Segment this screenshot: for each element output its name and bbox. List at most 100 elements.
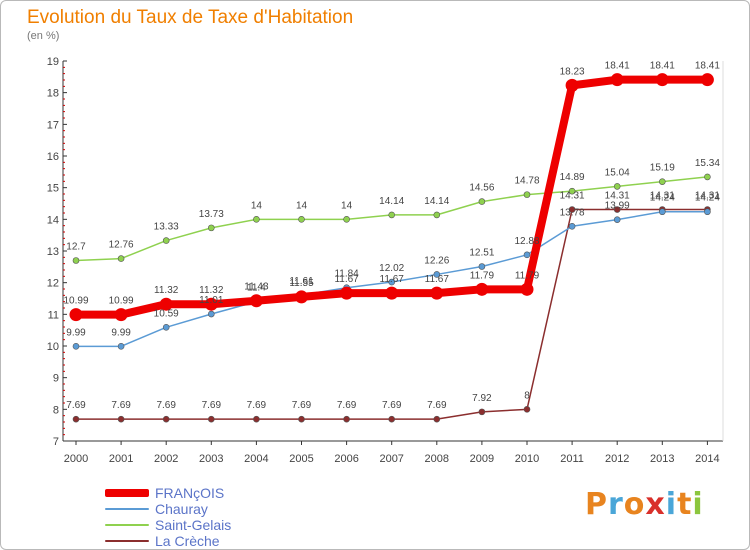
data-label: 11.84 bbox=[334, 269, 359, 280]
data-label: 14 bbox=[296, 200, 308, 211]
y-tick-label: 15 bbox=[47, 183, 59, 195]
data-label: 12.88 bbox=[514, 236, 539, 247]
data-label: 7.92 bbox=[472, 393, 492, 404]
data-label: 10.59 bbox=[154, 308, 179, 319]
data-label: 14.14 bbox=[379, 196, 404, 207]
logo-letter: o bbox=[623, 487, 646, 522]
x-tick-label: 2013 bbox=[650, 453, 674, 465]
legend-swatch bbox=[105, 489, 149, 497]
y-tick-label: 19 bbox=[47, 56, 59, 68]
data-label: 14.78 bbox=[514, 176, 539, 187]
data-point bbox=[475, 282, 489, 296]
data-label: 9.99 bbox=[66, 327, 86, 338]
logo-letter: i bbox=[665, 487, 678, 522]
x-tick-label: 2009 bbox=[470, 453, 494, 465]
data-label: 11.67 bbox=[334, 274, 359, 285]
data-point bbox=[114, 308, 128, 322]
series-line-saint-gelais bbox=[75, 176, 709, 262]
data-label: 14.24 bbox=[695, 193, 720, 204]
proxiti-logo[interactable]: Proxiti bbox=[585, 487, 704, 522]
data-point bbox=[568, 223, 576, 230]
data-label: 14.89 bbox=[560, 172, 585, 183]
data-label: 11.79 bbox=[515, 270, 540, 281]
logo-letter: t bbox=[677, 487, 693, 522]
x-tick-label: 2014 bbox=[695, 453, 719, 465]
data-point bbox=[613, 216, 621, 223]
y-tick-label: 17 bbox=[47, 119, 59, 131]
data-label: 15.19 bbox=[650, 163, 675, 174]
x-tick-label: 2010 bbox=[515, 453, 539, 465]
data-label: 7.69 bbox=[382, 400, 402, 411]
data-point bbox=[208, 224, 215, 232]
legend-label: FRANçOIS bbox=[155, 485, 225, 501]
x-tick-label: 2011 bbox=[560, 453, 584, 465]
data-point bbox=[72, 343, 80, 350]
data-point bbox=[162, 324, 170, 331]
data-label: 14 bbox=[251, 200, 263, 211]
data-point bbox=[253, 415, 260, 423]
data-label: 12.76 bbox=[109, 240, 134, 251]
data-point bbox=[249, 294, 263, 308]
data-point bbox=[117, 255, 125, 262]
logo-letter: x bbox=[645, 487, 666, 522]
data-point bbox=[72, 415, 80, 423]
data-point bbox=[568, 187, 576, 195]
data-label: 11.43 bbox=[244, 282, 269, 293]
data-label: 7.69 bbox=[202, 400, 222, 411]
legend-label: La Crèche bbox=[155, 533, 220, 549]
data-label: 11.01 bbox=[199, 295, 224, 306]
data-label: 14.31 bbox=[695, 191, 720, 202]
data-point bbox=[433, 415, 441, 423]
data-point bbox=[704, 208, 711, 216]
data-label: 11.32 bbox=[199, 285, 224, 296]
data-label: 14.31 bbox=[605, 191, 630, 202]
data-label: 10.99 bbox=[109, 296, 134, 307]
logo-letter: P bbox=[585, 487, 608, 522]
data-label: 11.32 bbox=[154, 285, 179, 296]
data-label: 13.78 bbox=[560, 207, 585, 218]
data-label: 14 bbox=[341, 200, 353, 211]
data-point bbox=[658, 208, 666, 216]
x-tick-label: 2004 bbox=[244, 453, 268, 465]
x-tick-label: 2008 bbox=[425, 453, 449, 465]
data-point bbox=[340, 286, 354, 300]
data-point bbox=[343, 216, 350, 223]
chart-subtitle: (en %) bbox=[27, 30, 60, 42]
data-label: 12.26 bbox=[424, 255, 449, 266]
y-tick-label: 7 bbox=[53, 436, 59, 448]
data-point bbox=[523, 406, 531, 413]
data-point bbox=[658, 178, 666, 185]
data-label: 14.24 bbox=[650, 193, 675, 204]
data-point bbox=[478, 263, 486, 270]
legend-item: Chauray bbox=[105, 501, 325, 517]
data-label: 9.99 bbox=[111, 327, 131, 338]
x-tick-label: 2000 bbox=[64, 453, 88, 465]
y-tick-label: 16 bbox=[47, 151, 59, 163]
data-label: 14.56 bbox=[469, 183, 494, 194]
data-point bbox=[610, 73, 624, 87]
legend-swatch bbox=[105, 524, 149, 526]
data-label: 18.23 bbox=[560, 66, 585, 77]
data-point bbox=[162, 237, 170, 244]
data-label: 12.7 bbox=[66, 242, 86, 253]
logo-letter: i bbox=[692, 487, 704, 522]
data-label: 13.33 bbox=[154, 222, 179, 233]
data-point bbox=[69, 308, 83, 322]
data-point bbox=[433, 271, 441, 278]
data-point bbox=[117, 415, 125, 423]
data-label: 14.31 bbox=[650, 191, 675, 202]
data-label: 7.69 bbox=[66, 400, 86, 411]
data-point bbox=[117, 343, 125, 350]
data-point bbox=[159, 297, 173, 311]
data-label: 7.69 bbox=[156, 400, 176, 411]
data-label: 7.69 bbox=[111, 400, 131, 411]
data-label: 11.67 bbox=[425, 274, 450, 285]
y-tick-label: 13 bbox=[47, 246, 59, 258]
data-point bbox=[565, 78, 579, 92]
data-label: 18.41 bbox=[605, 61, 630, 72]
data-point bbox=[388, 415, 396, 423]
data-label: 18.41 bbox=[650, 61, 675, 72]
data-point bbox=[295, 290, 308, 304]
